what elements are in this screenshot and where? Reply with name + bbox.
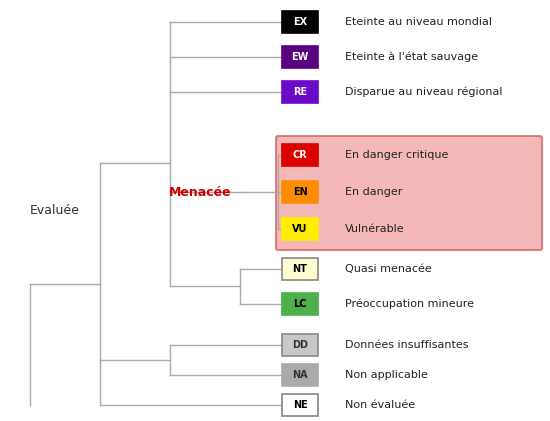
Text: RE: RE bbox=[293, 87, 307, 97]
Text: Non applicable: Non applicable bbox=[345, 370, 428, 380]
Text: Données insuffisantes: Données insuffisantes bbox=[345, 340, 469, 350]
Text: NE: NE bbox=[293, 400, 307, 410]
Text: Disparue au niveau régional: Disparue au niveau régional bbox=[345, 87, 503, 97]
Text: LC: LC bbox=[293, 299, 307, 309]
Text: EN: EN bbox=[293, 187, 307, 197]
Bar bbox=[282, 11, 318, 33]
Bar bbox=[282, 81, 318, 103]
Text: CR: CR bbox=[293, 150, 307, 160]
Text: NA: NA bbox=[292, 370, 308, 380]
Bar bbox=[282, 364, 318, 386]
Text: NT: NT bbox=[293, 264, 307, 274]
Text: Vulnérable: Vulnérable bbox=[345, 224, 405, 234]
Text: Quasi menacée: Quasi menacée bbox=[345, 264, 432, 274]
Text: Menacée: Menacée bbox=[169, 186, 232, 198]
FancyBboxPatch shape bbox=[276, 136, 542, 250]
Text: Eteinte à l'état sauvage: Eteinte à l'état sauvage bbox=[345, 52, 478, 62]
Text: Evaluée: Evaluée bbox=[30, 203, 80, 216]
Text: EW: EW bbox=[292, 52, 309, 62]
Bar bbox=[282, 334, 318, 356]
Text: Préoccupation mineure: Préoccupation mineure bbox=[345, 299, 474, 309]
Text: En danger critique: En danger critique bbox=[345, 150, 448, 160]
Text: Non évaluée: Non évaluée bbox=[345, 400, 415, 410]
Bar bbox=[282, 144, 318, 166]
Text: Eteinte au niveau mondial: Eteinte au niveau mondial bbox=[345, 17, 492, 27]
Text: En danger: En danger bbox=[345, 187, 403, 197]
Bar bbox=[282, 46, 318, 68]
Bar bbox=[282, 394, 318, 416]
Bar bbox=[282, 181, 318, 203]
Text: EX: EX bbox=[293, 17, 307, 27]
Bar bbox=[282, 258, 318, 280]
Text: DD: DD bbox=[292, 340, 308, 350]
Bar bbox=[282, 218, 318, 240]
Bar bbox=[282, 293, 318, 315]
Text: VU: VU bbox=[292, 224, 307, 234]
